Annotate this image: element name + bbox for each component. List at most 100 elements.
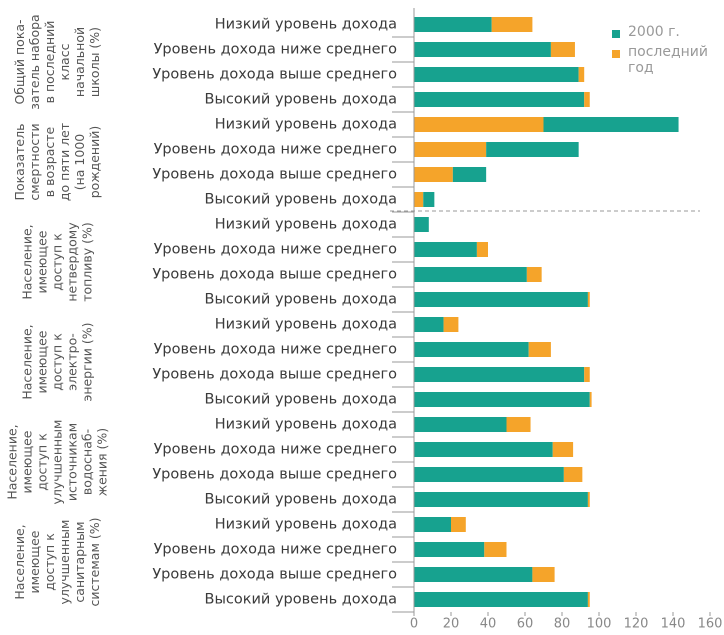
bar-segment	[451, 517, 466, 532]
group-label: Население,	[20, 224, 35, 299]
x-tick-label: 140	[661, 617, 686, 632]
x-tick-label: 120	[624, 617, 649, 632]
bar-segment	[423, 192, 435, 207]
group-label: в последний	[42, 21, 57, 104]
group-label: имеющее	[35, 230, 50, 293]
bar-segment	[587, 592, 590, 607]
bar-segment	[578, 67, 585, 82]
group-label: улучшенным	[50, 420, 65, 505]
group-label: (на 1000	[72, 134, 87, 191]
legend-label: 2000 г.	[628, 24, 680, 40]
row-label: Уровень дохода ниже среднего	[154, 442, 398, 458]
bar-segment	[414, 417, 507, 432]
bar-segment	[414, 67, 579, 82]
bar-segment	[414, 492, 588, 507]
legend: 2000 г. последний год	[612, 24, 722, 80]
bar-segment	[414, 392, 590, 407]
bar-segment	[414, 342, 529, 357]
group-label: Население,	[20, 324, 35, 399]
x-tick-label: 40	[480, 617, 497, 632]
bar-segment	[414, 117, 544, 132]
group-label: водоснаб-	[80, 429, 95, 495]
bar-segment	[476, 242, 488, 257]
group-label: доступ к	[42, 533, 57, 591]
row-label: Низкий уровень дохода	[215, 17, 397, 33]
row-label: Уровень дохода выше среднего	[152, 567, 397, 583]
bar-segment	[414, 317, 444, 332]
bar-segment	[491, 17, 533, 32]
bar-segment	[526, 267, 542, 282]
bar-segment	[414, 542, 485, 557]
row-label: Высокий уровень дохода	[205, 392, 397, 408]
bar-segment	[414, 517, 451, 532]
group-label: имеющее	[27, 530, 42, 593]
group-label: до пяти лет	[57, 123, 72, 201]
x-tick-label: 100	[587, 617, 612, 632]
bar-segment	[584, 367, 590, 382]
bar-segment	[587, 492, 590, 507]
x-tick-label: 20	[443, 617, 460, 632]
bar-segment	[414, 142, 487, 157]
row-label: Уровень дохода выше среднего	[152, 367, 397, 383]
row-label: Низкий уровень дохода	[215, 217, 397, 233]
bar-segment	[484, 542, 507, 557]
row-label: Уровень дохода выше среднего	[152, 167, 397, 183]
x-tick-label: 60	[517, 617, 534, 632]
bar-segment	[452, 167, 487, 182]
bar-segment	[414, 467, 564, 482]
group-label: доступ к	[35, 433, 50, 491]
row-label: Высокий уровень дохода	[205, 592, 397, 608]
group-label: в возрасте	[42, 126, 57, 197]
bar-segment	[486, 142, 579, 157]
bar-segment	[414, 42, 551, 57]
bar-segment	[550, 42, 575, 57]
bar-segment	[506, 417, 531, 432]
group-label: рождений)	[87, 126, 102, 198]
group-label: нетвердому	[65, 222, 80, 302]
group-label: начальной	[72, 27, 87, 97]
bar-segment	[414, 367, 585, 382]
row-label: Высокий уровень дохода	[205, 92, 397, 108]
bar-segment	[552, 442, 574, 457]
bar-segment	[532, 567, 555, 582]
row-label: Уровень дохода выше среднего	[152, 267, 397, 283]
row-label: Уровень дохода ниже среднего	[154, 42, 398, 58]
group-label: имеющее	[20, 430, 35, 493]
x-tick-label: 0	[410, 617, 418, 632]
group-label: Показатель	[12, 124, 27, 201]
row-label: Низкий уровень дохода	[215, 117, 397, 133]
bar-segment	[414, 242, 477, 257]
bar-segment	[528, 342, 551, 357]
bar-segment	[414, 267, 527, 282]
row-label: Уровень дохода выше среднего	[152, 467, 397, 483]
bar-segment	[414, 292, 588, 307]
group-label: электро-	[65, 333, 80, 390]
row-label: Низкий уровень дохода	[215, 517, 397, 533]
bar-segment	[584, 92, 590, 107]
group-label: затель набора	[27, 14, 42, 109]
group-label: системам (%)	[87, 518, 102, 607]
x-tick-label: 160	[698, 617, 723, 632]
row-label: Уровень дохода выше среднего	[152, 67, 397, 83]
group-label: санитарным	[72, 521, 87, 602]
row-label: Высокий уровень дохода	[205, 292, 397, 308]
bar-segment	[414, 17, 492, 32]
bar-segment	[414, 192, 424, 207]
bar-segment	[587, 292, 590, 307]
bar-segment	[414, 92, 585, 107]
bar-segment	[414, 167, 453, 182]
group-label: школы (%)	[87, 27, 102, 97]
bar-segment	[543, 117, 679, 132]
legend-swatch	[612, 30, 620, 38]
group-label: смертности	[27, 123, 42, 200]
group-label: улучшенным	[57, 520, 72, 605]
row-label: Уровень дохода ниже среднего	[154, 242, 398, 258]
group-label: источникам	[65, 423, 80, 501]
bar-segment	[414, 567, 533, 582]
bar-segment	[443, 317, 459, 332]
row-label: Высокий уровень дохода	[205, 492, 397, 508]
group-label: класс	[57, 43, 72, 80]
row-label: Высокий уровень дохода	[205, 192, 397, 208]
group-label: Общий пока-	[12, 19, 27, 104]
